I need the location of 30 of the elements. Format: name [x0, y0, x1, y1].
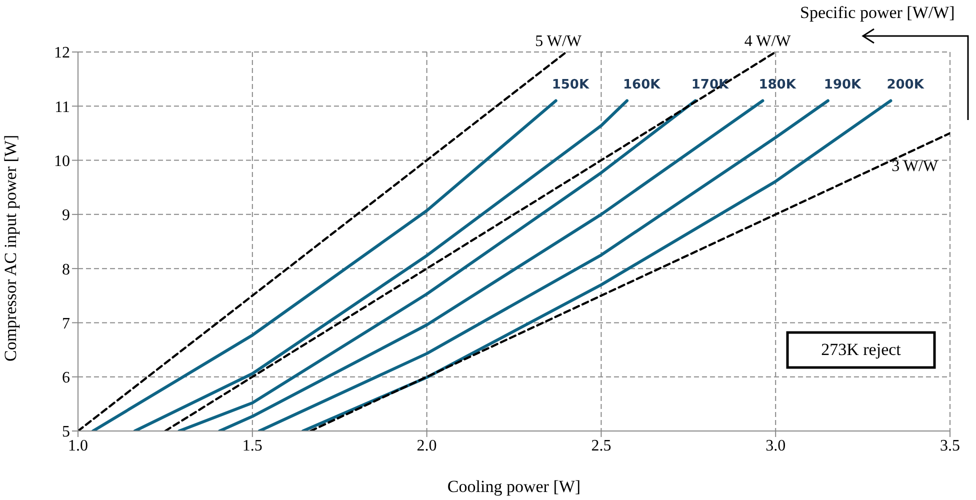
series-label: 4 W/W: [744, 33, 792, 50]
series-label: 150K: [552, 78, 590, 93]
y-tick-label: 10: [54, 152, 70, 170]
series-label: 180K: [758, 78, 797, 93]
series-label: 5 W/W: [535, 33, 582, 50]
line-series: [133, 99, 629, 431]
series-label: 190K: [824, 78, 862, 93]
x-tick-label: 3.0: [766, 437, 786, 454]
line-series: [92, 99, 558, 431]
series-label: 160K: [623, 78, 662, 93]
y-tick-label: 8: [62, 261, 70, 278]
x-tick-label: 3.5: [940, 437, 960, 454]
series-label: 3 W/W: [892, 158, 939, 176]
text: Specific power [W/W]: [800, 3, 955, 23]
y-axis-title: Compressor AC input power [W]: [1, 134, 20, 362]
y-tick-label: 12: [54, 44, 70, 62]
x-tick-label: 2.0: [416, 437, 437, 454]
y-tick-label: 6: [62, 370, 70, 387]
x-tick-label: 1.5: [242, 437, 262, 454]
y-tick-label: 9: [62, 207, 70, 224]
y-tick-label: 7: [62, 315, 70, 332]
line-series: [178, 99, 697, 431]
y-tick-label: 11: [54, 98, 70, 116]
line-series: [218, 99, 764, 431]
x-axis-title: Cooling power [W]: [447, 477, 581, 496]
series-label: 200K: [886, 78, 925, 93]
y-tick-label: 5: [62, 424, 70, 441]
x-tick-label: 1.0: [68, 437, 88, 454]
annotation: 273K reject: [821, 340, 901, 360]
x-tick-label: 2.5: [591, 437, 612, 454]
